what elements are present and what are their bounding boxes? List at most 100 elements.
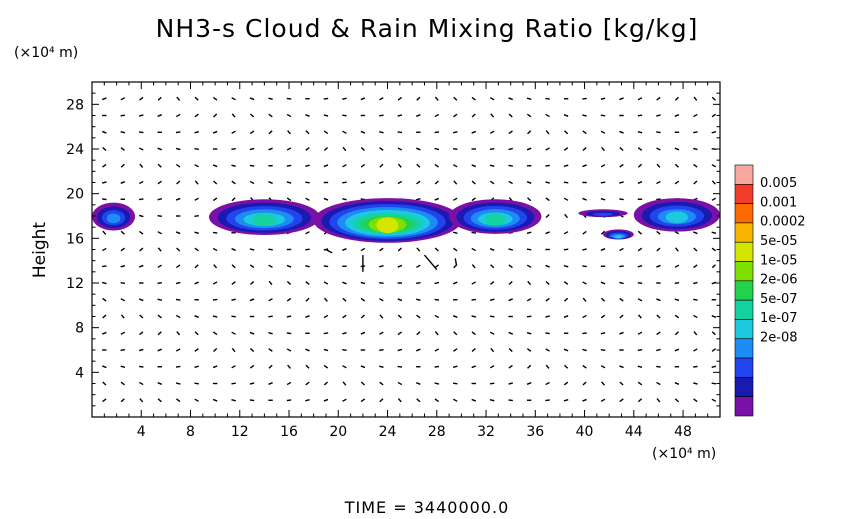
wind-vector — [582, 332, 587, 335]
wind-vector — [563, 265, 569, 268]
wind-vector — [563, 164, 569, 167]
wind-vector — [508, 113, 513, 118]
wind-vector — [102, 265, 107, 268]
wind-vector — [286, 381, 292, 386]
wind-vector — [120, 349, 126, 351]
wind-vector — [693, 163, 698, 168]
colorbar-swatch — [734, 280, 754, 301]
wind-vector — [711, 96, 716, 101]
wind-vector — [194, 113, 199, 118]
wind-vector — [711, 315, 717, 318]
wind-vector — [711, 164, 717, 168]
wind-vector — [582, 381, 587, 386]
wind-vector — [490, 180, 495, 185]
wind-vector — [323, 97, 329, 100]
wind-vector — [176, 331, 181, 336]
wind-vector — [600, 314, 606, 319]
wind-vector — [157, 163, 162, 168]
wind-vector — [102, 181, 107, 184]
wind-vector — [175, 147, 181, 151]
wind-vector — [600, 198, 606, 201]
wind-vector — [305, 130, 310, 135]
wind-vector — [305, 181, 310, 184]
wind-vector — [508, 97, 513, 101]
wind-vector — [434, 331, 439, 336]
wind-vector — [397, 365, 403, 368]
wind-vector — [305, 297, 310, 302]
wind-vector — [471, 130, 477, 134]
wind-vector — [656, 331, 661, 336]
cloud-region — [449, 199, 542, 234]
wind-vector — [637, 298, 643, 302]
wind-vector — [342, 130, 347, 134]
colorbar-swatch — [734, 184, 754, 204]
wind-vector — [305, 348, 310, 352]
wind-vector — [342, 332, 347, 335]
x-tick-label: 36 — [526, 424, 544, 440]
wind-vector — [212, 315, 218, 318]
wind-vector — [175, 197, 181, 201]
cloud-region — [313, 198, 462, 243]
wind-vector — [674, 398, 679, 403]
wind-vector — [471, 231, 476, 234]
wind-vector — [471, 96, 476, 101]
colorbar-swatch — [734, 357, 754, 378]
cloud-contour — [252, 213, 277, 227]
wind-vector — [157, 331, 162, 336]
wind-vector — [656, 114, 661, 117]
wind-vector — [342, 198, 347, 201]
wind-vector — [139, 398, 144, 403]
wind-vector — [545, 147, 550, 151]
cloud-contour — [485, 213, 506, 226]
wind-vector — [693, 281, 698, 285]
wind-vector — [637, 349, 643, 351]
wind-vector — [471, 331, 476, 336]
wind-vector — [397, 381, 403, 386]
wind-vector — [582, 314, 587, 319]
wind-vector — [471, 247, 476, 252]
x-tick-label: 48 — [674, 424, 692, 440]
wind-vector — [249, 248, 255, 251]
wind-vector — [213, 180, 218, 185]
wind-vector — [471, 264, 476, 269]
wind-vector — [212, 130, 218, 134]
wind-vector — [231, 315, 236, 318]
wind-vector — [360, 181, 366, 184]
wind-vector — [490, 264, 495, 269]
wind-vector — [194, 398, 199, 402]
wind-vector — [231, 382, 236, 385]
wind-vector — [489, 365, 495, 369]
wind-vector — [693, 264, 698, 269]
wind-vector — [416, 96, 421, 101]
wind-vector — [674, 163, 679, 168]
wind-vector — [175, 231, 181, 235]
wind-vector — [471, 197, 476, 202]
wind-vector — [194, 131, 199, 134]
wind-vector — [693, 398, 698, 403]
wind-vector — [545, 297, 550, 302]
wind-vector — [508, 164, 513, 167]
wind-vector — [286, 164, 292, 167]
wind-vector — [638, 314, 642, 319]
wind-vector — [600, 281, 606, 285]
wind-vector — [434, 197, 440, 201]
wind-vector — [526, 332, 532, 335]
wind-vector — [711, 348, 717, 352]
wind-vector — [323, 164, 329, 168]
wind-vector — [102, 297, 107, 302]
wind-vector — [563, 130, 569, 135]
x-tick-label: 16 — [280, 424, 298, 440]
wind-vector — [490, 347, 495, 353]
wind-vector — [563, 248, 569, 251]
wind-vector — [508, 331, 513, 335]
wind-vector — [397, 314, 402, 319]
wind-vector — [490, 113, 495, 118]
wind-vector — [323, 130, 329, 135]
colorbar-label: 2e-08 — [760, 331, 798, 346]
wind-vector — [693, 147, 698, 151]
wind-vector — [157, 198, 163, 201]
wind-vector — [489, 130, 495, 134]
wind-vector — [693, 96, 698, 101]
wind-vector — [323, 364, 329, 369]
wind-vector — [656, 381, 661, 386]
